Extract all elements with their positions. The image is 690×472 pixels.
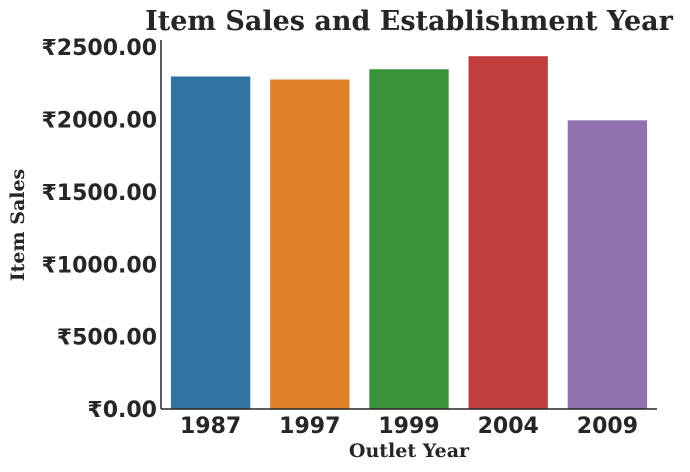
x-tick-label-2009: 2009 [577, 414, 638, 439]
y-tick-label: ₹1000.00 [41, 253, 157, 278]
y-tick-label: ₹500.00 [57, 326, 157, 351]
y-ticks-group: ₹0.00 ₹500.00 ₹1000.00 ₹1500.00 ₹2000.00 ₹250… [41, 36, 157, 423]
x-axis-label: Outlet Year [349, 440, 470, 462]
x-tick-label-1987: 1987 [180, 414, 241, 439]
x-tick-label-1999: 1999 [378, 414, 439, 439]
y-tick-label: ₹2500.00 [41, 36, 157, 61]
x-ticks-group: 1987 1997 1999 2004 2009 [180, 414, 638, 439]
bar-1997 [270, 79, 350, 410]
x-tick-label-1997: 1997 [279, 414, 340, 439]
bar-2009 [567, 120, 648, 409]
y-tick-label: ₹2000.00 [41, 109, 157, 134]
bar-2004 [468, 56, 548, 409]
y-tick-label: ₹0.00 [87, 398, 157, 423]
y-tick-label: ₹1500.00 [41, 181, 157, 206]
bar-1999 [369, 69, 449, 409]
chart-title: Item Sales and Establishment Year [145, 6, 674, 37]
bars-group [170, 56, 648, 410]
x-tick-label-2004: 2004 [478, 414, 539, 439]
bar-1987 [170, 76, 251, 409]
y-axis-label: Item Sales [7, 169, 29, 282]
